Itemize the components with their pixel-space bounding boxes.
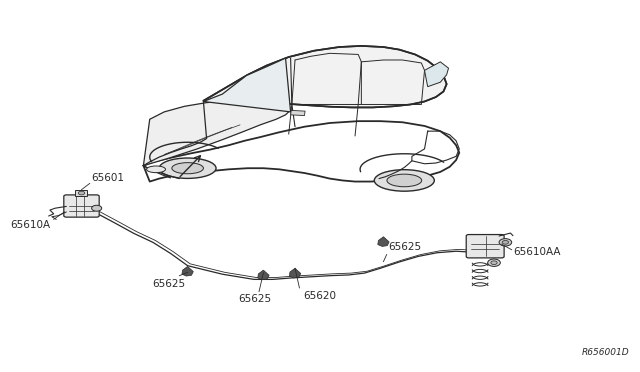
Circle shape xyxy=(502,240,509,244)
Bar xyxy=(291,110,305,116)
Polygon shape xyxy=(143,100,291,166)
Ellipse shape xyxy=(387,174,422,187)
Circle shape xyxy=(499,238,512,246)
Polygon shape xyxy=(204,58,291,112)
Polygon shape xyxy=(182,266,193,276)
Bar xyxy=(75,190,86,196)
Text: 65610AA: 65610AA xyxy=(513,247,561,257)
Polygon shape xyxy=(258,270,269,280)
Text: 65601: 65601 xyxy=(92,173,125,183)
Ellipse shape xyxy=(159,158,216,179)
Ellipse shape xyxy=(147,166,166,173)
Text: 65610A: 65610A xyxy=(10,221,50,231)
Circle shape xyxy=(92,205,102,211)
Polygon shape xyxy=(378,237,389,246)
Text: 65625: 65625 xyxy=(152,279,185,289)
Text: 65625: 65625 xyxy=(239,294,272,304)
Polygon shape xyxy=(204,46,447,108)
FancyBboxPatch shape xyxy=(466,235,504,258)
Circle shape xyxy=(488,259,500,266)
Text: 65625: 65625 xyxy=(388,242,421,252)
Ellipse shape xyxy=(374,170,435,191)
Circle shape xyxy=(78,191,84,195)
Circle shape xyxy=(491,261,497,264)
Ellipse shape xyxy=(172,163,204,174)
Polygon shape xyxy=(289,268,301,278)
FancyBboxPatch shape xyxy=(64,195,99,217)
Text: R656001D: R656001D xyxy=(582,348,630,357)
Text: 65620: 65620 xyxy=(303,291,336,301)
Polygon shape xyxy=(424,62,449,87)
